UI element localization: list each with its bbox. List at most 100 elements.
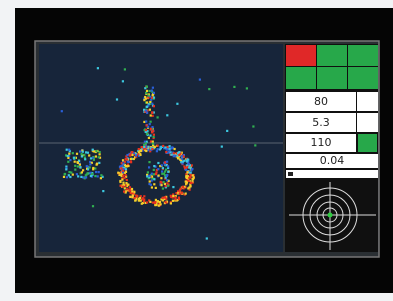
readout: 110 <box>311 136 332 149</box>
scan-dot <box>181 162 183 164</box>
scan-dot <box>145 120 147 122</box>
scan-dot <box>166 179 168 181</box>
scan-dot <box>146 124 148 126</box>
scan-dot <box>84 158 86 160</box>
readout: 80 <box>314 95 328 108</box>
scan-dot <box>120 167 122 169</box>
scan-dot <box>86 173 88 175</box>
status-cell <box>317 67 347 89</box>
status-cell <box>317 45 347 66</box>
scan-dot <box>138 151 140 153</box>
scan-dot <box>98 171 100 173</box>
scan-dot <box>155 171 157 173</box>
scan-dot <box>80 176 82 178</box>
scan-dot <box>119 181 121 183</box>
scan-dot <box>151 90 153 92</box>
scan-dot <box>161 164 163 166</box>
readout-unit <box>357 92 378 111</box>
scan-dot <box>72 174 74 176</box>
scan-dot <box>77 175 79 177</box>
scan-dot <box>147 171 149 173</box>
scan-dot <box>145 110 147 112</box>
scan-dot <box>146 101 148 103</box>
scan-dot <box>183 156 185 158</box>
scan-dot <box>165 151 167 153</box>
scan-dot <box>191 164 193 166</box>
scan-dot <box>160 147 162 149</box>
scan-dot <box>152 202 154 204</box>
scan-dot <box>148 166 150 168</box>
scan-dot <box>149 90 151 92</box>
scan-dot <box>145 142 147 144</box>
scan-dot <box>148 137 150 139</box>
scan-dot <box>157 145 159 147</box>
scan-dot <box>166 114 168 116</box>
scan-dot <box>206 237 208 239</box>
scan-dot <box>76 161 78 163</box>
scan-dot <box>186 177 188 179</box>
scan-dot <box>162 197 164 199</box>
scan-dot <box>154 204 156 206</box>
scan-dot <box>120 185 122 187</box>
scan-dot <box>125 168 127 170</box>
scan-dot <box>123 177 125 179</box>
scan-dot <box>160 181 162 183</box>
scan-dot <box>145 150 147 152</box>
scan-dot <box>199 79 201 81</box>
scan-dot <box>175 198 177 200</box>
scan-dot <box>181 192 183 194</box>
scan-dot <box>81 171 83 173</box>
scan-dot <box>82 151 84 153</box>
scan-dot <box>157 116 159 118</box>
scan-dot <box>159 201 161 203</box>
scan-dot <box>65 168 67 170</box>
scan-dot <box>186 182 188 184</box>
scan-dot <box>190 172 192 174</box>
scan-dot <box>143 198 145 200</box>
scan-dot <box>97 175 99 177</box>
scan-dot <box>180 188 182 190</box>
scan-dot <box>127 161 129 163</box>
scan-dot <box>157 148 159 150</box>
scan-dot <box>153 136 155 138</box>
scan-dot <box>74 161 76 163</box>
scan-dot <box>164 171 166 173</box>
scan-dot <box>166 175 168 177</box>
scan-dot <box>178 151 180 153</box>
scan-dot <box>172 186 174 188</box>
scan-dot <box>163 181 165 183</box>
scan-dot <box>153 146 155 148</box>
scan-dot <box>116 98 118 100</box>
scan-dot <box>126 188 128 190</box>
scan-dot <box>146 175 148 177</box>
scan-dot <box>95 150 97 152</box>
scan-dot <box>131 154 133 156</box>
scan-dot <box>74 165 76 167</box>
scan-dot <box>131 188 133 190</box>
readouts: 80 5.3 110 0.04 <box>286 92 378 178</box>
status-cell <box>286 67 316 89</box>
scan-dot <box>167 146 169 148</box>
scan-dot <box>153 173 155 175</box>
scan-dot <box>76 173 78 175</box>
scan-dot <box>193 177 195 179</box>
scan-dot <box>89 166 91 168</box>
scan-dot <box>162 188 164 190</box>
scan-dot <box>149 201 151 203</box>
scan-dot <box>140 200 142 202</box>
scan-dot <box>163 173 165 175</box>
scan-dot <box>64 173 66 175</box>
scan-dot <box>146 86 148 88</box>
scan-dot <box>186 158 188 160</box>
scan-dot <box>79 150 81 152</box>
scan-dot <box>73 157 75 159</box>
scan-dot <box>85 151 87 153</box>
scan-dot <box>172 200 174 202</box>
scan-dot <box>131 151 133 153</box>
scan-dot <box>85 176 87 178</box>
scan-dot <box>135 154 137 156</box>
scan-dot <box>151 148 153 150</box>
scan-dot <box>125 171 127 173</box>
scan-dot <box>160 177 162 179</box>
scan-dot <box>95 171 97 173</box>
